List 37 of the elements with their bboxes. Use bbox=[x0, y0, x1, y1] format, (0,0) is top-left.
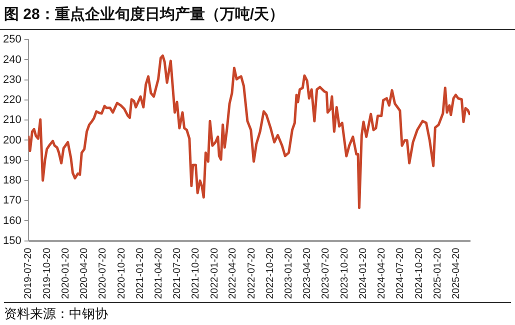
x-tick-label: 2024-01-20 bbox=[358, 247, 370, 300]
x-tick-label: 2021-01-20 bbox=[135, 247, 146, 300]
y-tick-label: 220 bbox=[2, 94, 22, 106]
x-tick-label: 2024-10-20 bbox=[414, 247, 425, 300]
x-tick-label: 2020-10-20 bbox=[116, 247, 128, 300]
x-tick-label: 2021-07-20 bbox=[172, 247, 183, 300]
y-tick-label: 230 bbox=[2, 74, 22, 86]
x-tick-label: 2021-04-20 bbox=[153, 247, 164, 300]
x-tick-label: 2022-10-20 bbox=[265, 247, 276, 300]
x-tick-label: 2025-01-20 bbox=[432, 247, 444, 300]
x-tick-label: 2023-04-20 bbox=[302, 247, 314, 300]
y-tick-label: 180 bbox=[2, 174, 22, 187]
x-tick-label: 2024-04-20 bbox=[376, 247, 388, 300]
x-tick-label: 2020-07-20 bbox=[98, 247, 109, 300]
x-tick-label: 2020-01-20 bbox=[60, 247, 72, 300]
x-tick-label: 2023-10-20 bbox=[339, 247, 350, 300]
y-tick-label: 200 bbox=[2, 134, 22, 146]
text: 资料来源：中钢协 bbox=[4, 305, 511, 323]
x-tick-label: 2025-04-20 bbox=[450, 247, 462, 300]
x-tick-label: 2022-01-20 bbox=[209, 247, 220, 300]
y-tick-label: 190 bbox=[2, 154, 22, 166]
x-tick-label: 2022-07-20 bbox=[246, 247, 258, 300]
y-tick-label: 160 bbox=[2, 214, 22, 227]
y-tick-label: 250 bbox=[2, 34, 22, 46]
y-tick-label: 150 bbox=[2, 234, 22, 247]
y-tick-label: 170 bbox=[2, 194, 22, 207]
chart-title: 图 28：重点企业旬度日均产量（万吨/天） bbox=[0, 0, 515, 30]
x-tick-label: 2022-04-20 bbox=[228, 247, 239, 300]
y-tick-label: 210 bbox=[2, 114, 22, 126]
x-tick-label: 2023-01-20 bbox=[284, 247, 295, 300]
x-tick-label: 2019-10-20 bbox=[42, 247, 53, 300]
x-tick-label: 2023-07-20 bbox=[320, 247, 332, 300]
x-tick-label: 2019-07-20 bbox=[23, 247, 34, 300]
x-tick-label: 2020-04-20 bbox=[79, 247, 90, 300]
x-tick-label: 2024-07-20 bbox=[395, 247, 406, 300]
x-tick-label: 2021-10-20 bbox=[190, 247, 202, 300]
y-tick-label: 240 bbox=[2, 54, 22, 66]
